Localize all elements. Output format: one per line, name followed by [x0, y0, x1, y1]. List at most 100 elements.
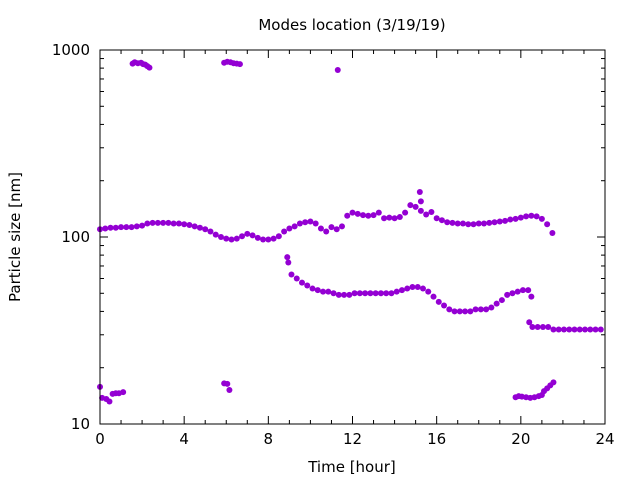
data-point — [528, 212, 535, 219]
data-point — [430, 293, 437, 300]
data-point — [391, 215, 398, 222]
data-point — [228, 236, 235, 243]
data-point — [491, 219, 498, 226]
x-tick-label: 8 — [264, 430, 274, 448]
data-point — [433, 215, 440, 222]
data-point — [144, 220, 151, 227]
data-point — [481, 220, 488, 227]
data-point — [398, 287, 405, 294]
x-tick-label: 16 — [427, 430, 446, 448]
data-point — [576, 326, 583, 333]
data-point — [351, 290, 358, 297]
data-point — [407, 202, 414, 209]
data-point — [454, 220, 461, 227]
data-point — [507, 216, 514, 223]
data-point — [519, 287, 526, 294]
data-point — [102, 225, 109, 232]
data-point — [299, 279, 305, 286]
data-point — [236, 61, 243, 68]
data-point — [334, 66, 341, 73]
y-axis-label: Particle size [nm] — [6, 172, 24, 302]
data-point — [393, 288, 400, 295]
data-point — [341, 291, 348, 298]
data-point — [539, 324, 546, 331]
x-axis-label: Time [hour] — [307, 458, 396, 476]
data-point — [260, 236, 267, 243]
data-point — [386, 214, 393, 221]
data-point — [275, 233, 282, 240]
data-point — [475, 220, 482, 227]
data-point — [414, 284, 421, 291]
data-point — [196, 224, 203, 231]
data-point — [304, 282, 311, 289]
data-point — [284, 254, 291, 261]
data-point — [438, 217, 445, 224]
data-point — [592, 326, 599, 333]
data-point — [309, 285, 316, 292]
data-point — [307, 218, 314, 225]
data-point — [217, 234, 224, 240]
data-point — [404, 285, 411, 292]
data-point — [224, 380, 231, 387]
data-point — [325, 288, 332, 295]
data-point — [333, 226, 340, 233]
data-point — [381, 215, 388, 222]
data-point — [483, 306, 490, 313]
data-point — [360, 212, 367, 219]
data-point — [472, 306, 479, 313]
data-point — [402, 209, 409, 216]
data-point — [181, 221, 188, 228]
data-point — [446, 306, 453, 313]
data-point — [349, 209, 356, 216]
data-point — [486, 219, 493, 226]
data-point — [160, 219, 167, 226]
data-point — [362, 290, 369, 297]
data-point — [346, 291, 353, 298]
data-point — [528, 293, 535, 300]
data-point — [191, 223, 198, 230]
data-point — [288, 271, 295, 278]
data-point — [154, 219, 161, 226]
data-point — [302, 219, 309, 226]
data-point — [146, 64, 153, 71]
data-point — [571, 326, 578, 333]
data-point — [344, 212, 351, 219]
data-point — [545, 324, 552, 331]
data-point — [467, 308, 474, 315]
data-point — [320, 288, 327, 295]
data-point — [587, 326, 594, 333]
data-point — [139, 222, 146, 229]
data-point — [128, 224, 135, 231]
data-point — [223, 235, 230, 242]
data-point — [165, 219, 172, 226]
data-point — [597, 326, 604, 333]
data-point — [291, 223, 298, 230]
data-point — [451, 308, 458, 315]
y-tick-label: 100 — [61, 228, 90, 246]
data-point — [550, 326, 557, 333]
y-tick-label: 1000 — [52, 41, 90, 59]
data-point — [356, 290, 363, 297]
data-point — [207, 228, 214, 235]
data-point — [338, 223, 345, 230]
data-point — [170, 220, 177, 227]
data-point — [396, 213, 403, 220]
data-point — [459, 220, 466, 227]
data-point — [175, 220, 182, 227]
data-point — [335, 291, 342, 298]
data-point — [412, 203, 419, 210]
data-point — [502, 217, 509, 224]
data-point — [423, 211, 430, 218]
data-point — [233, 235, 240, 242]
data-point — [323, 228, 330, 235]
data-point — [383, 290, 390, 297]
data-point — [534, 324, 541, 331]
data-point — [550, 379, 557, 386]
data-point — [370, 212, 377, 219]
data-point — [582, 326, 589, 333]
data-point — [526, 319, 533, 326]
data-point — [186, 221, 193, 228]
data-point — [477, 306, 484, 313]
data-point — [293, 275, 300, 282]
